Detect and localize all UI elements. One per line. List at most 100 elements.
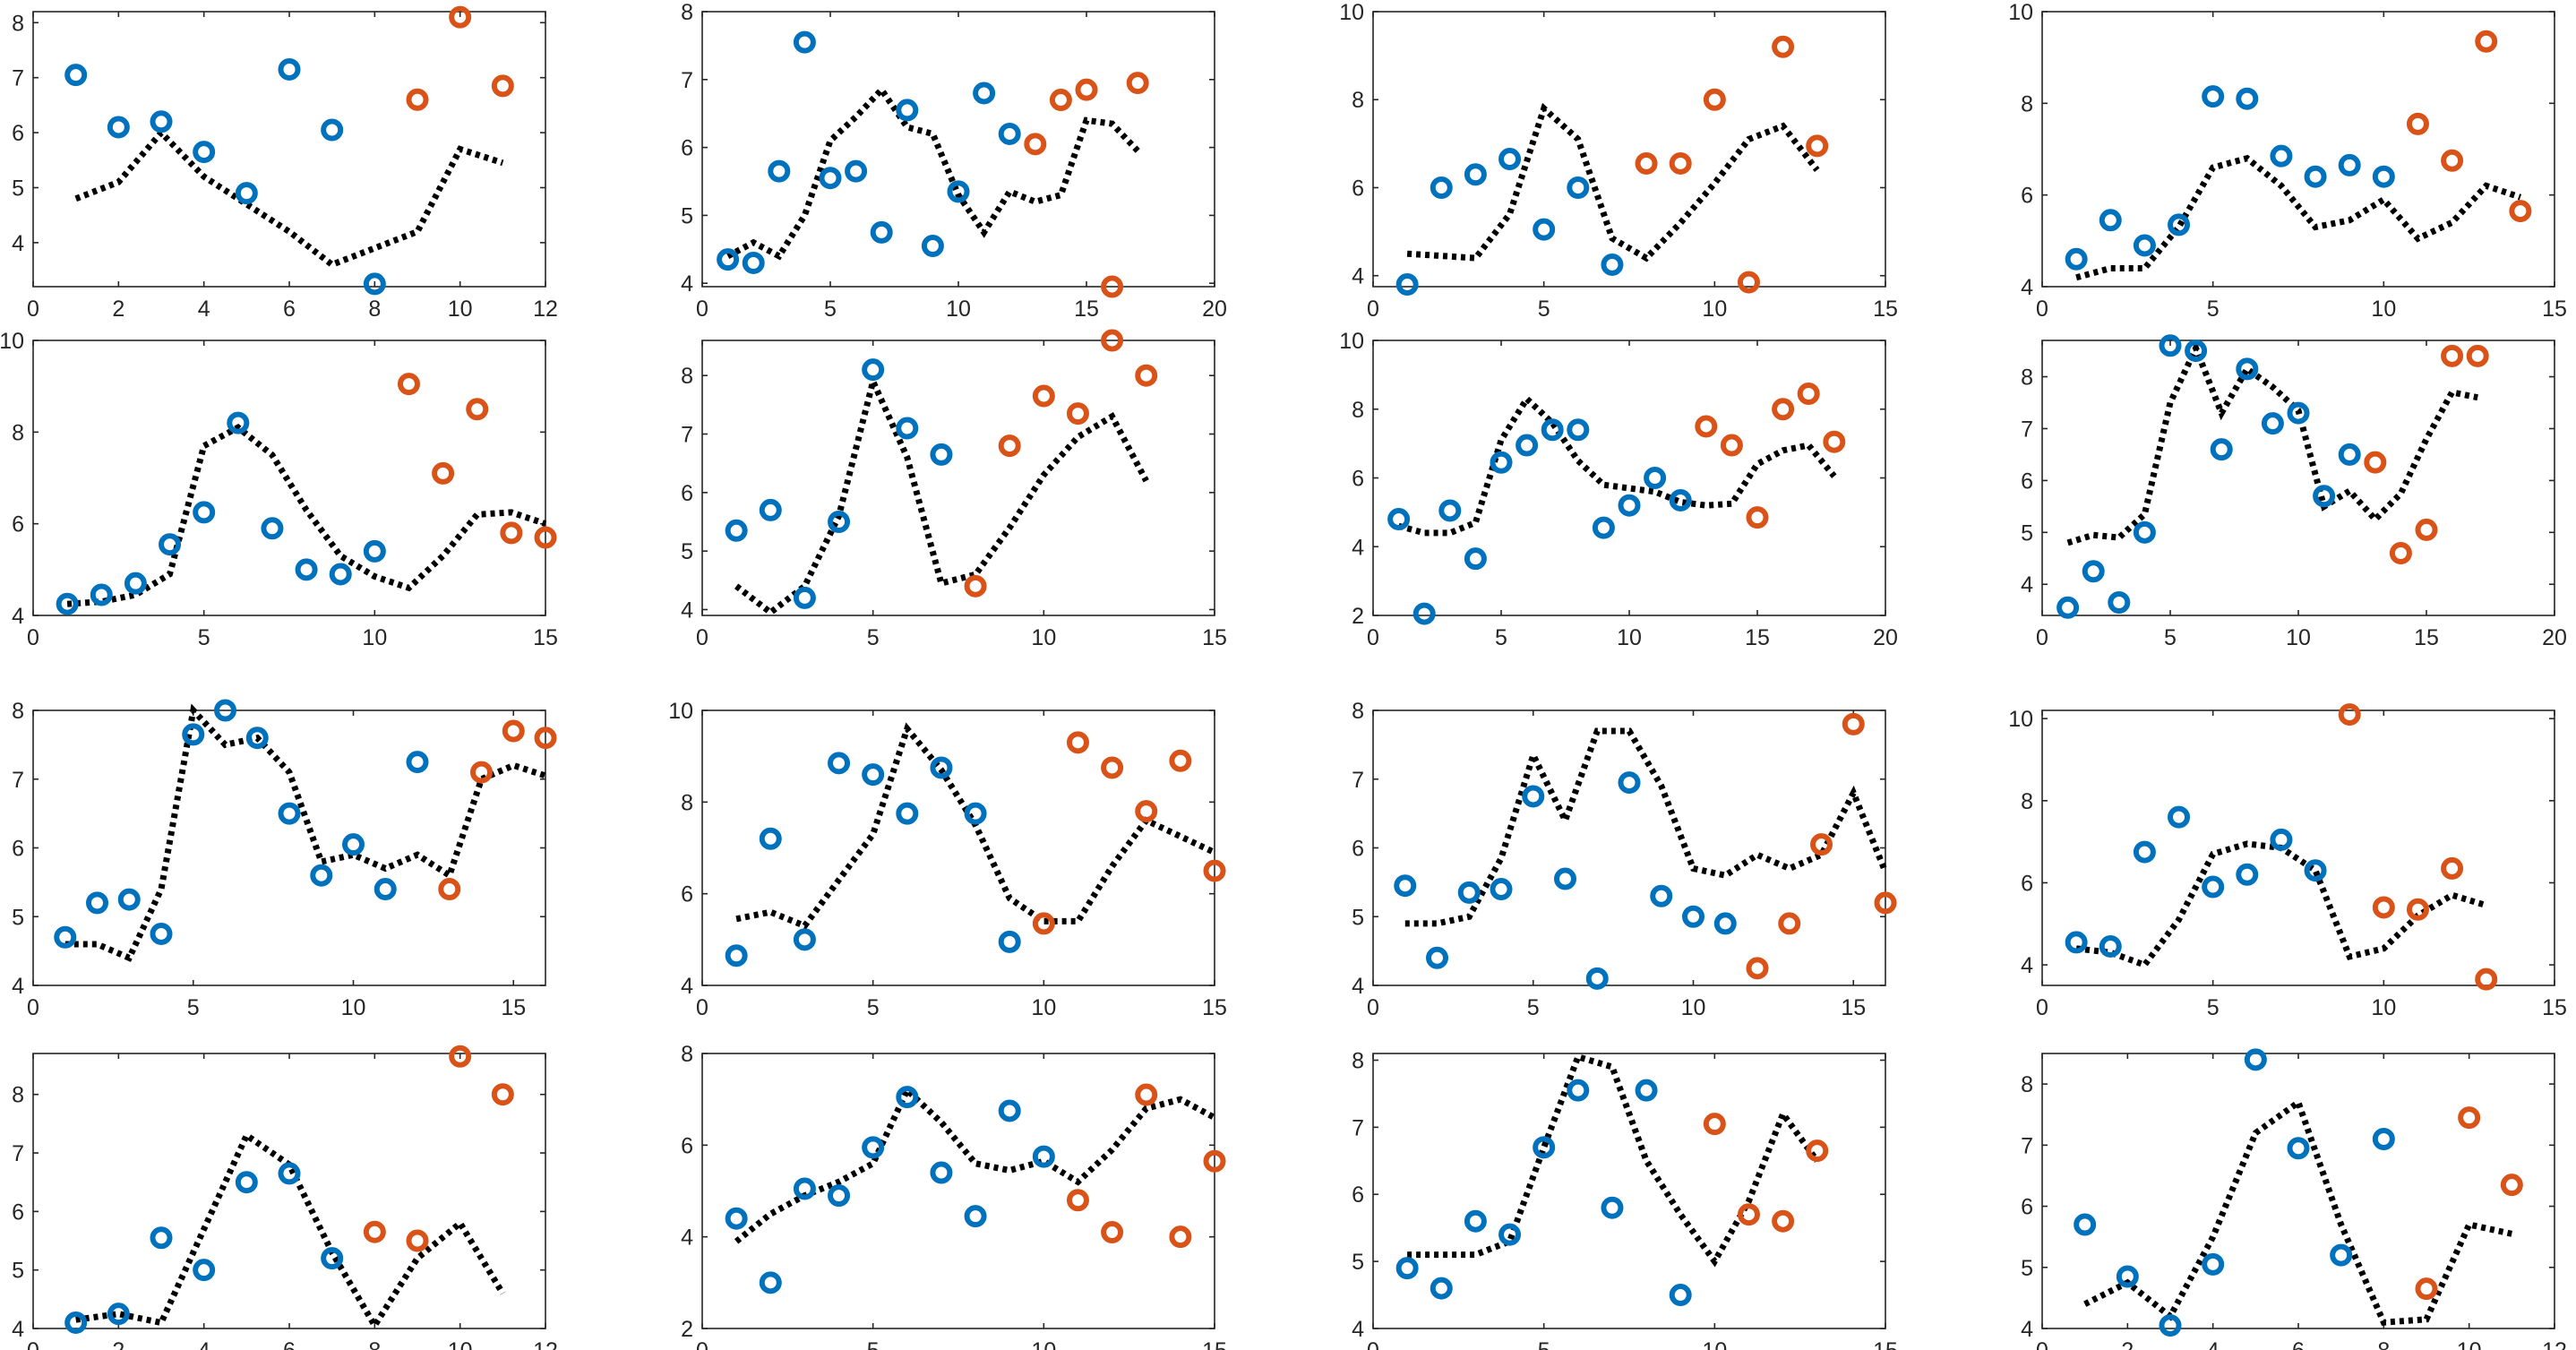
x-tick-label: 5 [1538,297,1550,322]
data-point-observed [862,1136,885,1159]
y-tick-label: 7 [681,68,693,93]
x-tick-label: 5 [2164,625,2177,650]
data-point-observed [2338,153,2361,176]
data-point-observed [1464,163,1487,186]
data-point-held-out [1874,891,1897,915]
data-point-observed [1464,547,1487,571]
data-point-held-out [2441,856,2464,880]
data-point-observed [2236,357,2259,381]
data-point-observed [2270,144,2293,168]
y-tick-label: 6 [1352,1182,1364,1208]
data-point-observed [1567,1079,1590,1102]
data-point-held-out [1703,88,1726,111]
data-point-held-out [1669,151,1692,175]
data-point-observed [896,1086,919,1109]
y-tick-label: 4 [1352,1317,1364,1342]
x-tick-label: 12 [2542,1338,2567,1350]
subplot-r3-c3: 0 5 10 15 4 5 6 7 8 [1352,699,1897,1020]
data-point-held-out [1101,1221,1124,1244]
y-tick-label: 10 [2008,0,2033,25]
data-point-observed [930,756,953,779]
subplot-r4-c1: 0 2 4 6 8 10 12 4 5 6 7 8 [12,1045,558,1350]
y-tick-label: 7 [12,66,24,91]
data-point-held-out [1032,384,1055,408]
data-point-held-out [2389,541,2412,564]
axes-frame [1372,709,1886,986]
data-point-observed [2270,828,2293,851]
data-point-observed [1032,1145,1055,1168]
x-tick-label: 2 [2121,1338,2134,1350]
data-point-observed [2304,859,2327,882]
x-tick-label: 5 [2207,995,2220,1020]
x-tick-label: 0 [27,625,39,650]
data-point-observed [1533,218,1556,241]
data-point-held-out [363,1220,386,1243]
y-tick-label: 10 [668,699,693,724]
data-point-observed [819,167,842,190]
data-point-observed [1669,1284,1692,1307]
data-point-observed [214,699,236,722]
data-point-observed [56,592,79,615]
data-point-observed [406,751,429,774]
data-point-held-out [1075,78,1098,101]
data-point-observed [86,891,108,915]
data-point-held-out [406,88,429,111]
data-point-observed [1567,418,1590,442]
y-tick-label: 10 [1339,329,1364,354]
data-point-held-out [1169,749,1192,772]
data-point-held-out [1842,712,1865,735]
data-point-observed [182,723,205,746]
y-tick-label: 4 [681,1225,693,1251]
data-point-observed [870,220,893,244]
x-tick-label: 15 [1873,1338,1898,1350]
data-point-held-out [2466,344,2489,367]
fit-line [1407,1053,1820,1268]
data-point-held-out [1203,1149,1226,1173]
y-tick-label: 6 [681,136,693,161]
x-tick-label: 10 [1702,297,1727,322]
x-tick-label: 2 [112,1338,125,1350]
x-tick-label: 5 [1538,1338,1550,1350]
data-point-observed [2065,247,2088,271]
data-point-observed [278,57,301,81]
subplot-r4-c2: 0 5 10 15 2 4 6 8 [681,1042,1227,1350]
x-tick-label: 10 [1681,995,1706,1020]
x-tick-label: 10 [2286,625,2311,650]
y-tick-label: 2 [681,1317,693,1342]
x-tick-label: 6 [283,297,296,322]
data-point-observed [117,888,141,911]
x-tick-label: 15 [2414,625,2439,650]
data-point-observed [1541,418,1564,442]
y-tick-label: 4 [1352,974,1364,999]
data-point-held-out [1135,800,1158,823]
data-point-observed [363,272,386,296]
data-point-observed [235,1171,258,1194]
y-tick-label: 4 [12,604,24,629]
data-point-held-out [2338,703,2361,727]
data-point-observed [793,928,816,951]
data-point-observed [742,251,765,274]
y-tick-label: 8 [1352,1048,1364,1073]
data-point-observed [759,1271,782,1294]
y-tick-label: 4 [2021,275,2033,300]
y-tick-label: 6 [1352,467,1364,492]
y-tick-label: 8 [681,1042,693,1067]
axes-frame [2041,709,2555,986]
data-point-observed [2185,340,2208,363]
data-point-observed [124,572,147,595]
y-tick-label: 7 [2021,1133,2033,1158]
data-point-held-out [2364,451,2387,474]
fit-line [735,722,1216,930]
data-point-observed [150,110,173,133]
x-tick-label: 15 [501,995,526,1020]
x-tick-label: 12 [533,297,558,322]
data-point-held-out [500,521,523,545]
y-tick-label: 10 [1339,0,1364,25]
data-point-observed [1457,881,1481,904]
data-point-held-out [1066,1189,1089,1212]
data-point-observed [1567,176,1590,199]
data-point-held-out [1135,1083,1158,1106]
x-tick-label: 10 [1702,1338,1727,1350]
data-point-observed [193,141,216,164]
x-tick-label: 15 [1873,297,1898,322]
